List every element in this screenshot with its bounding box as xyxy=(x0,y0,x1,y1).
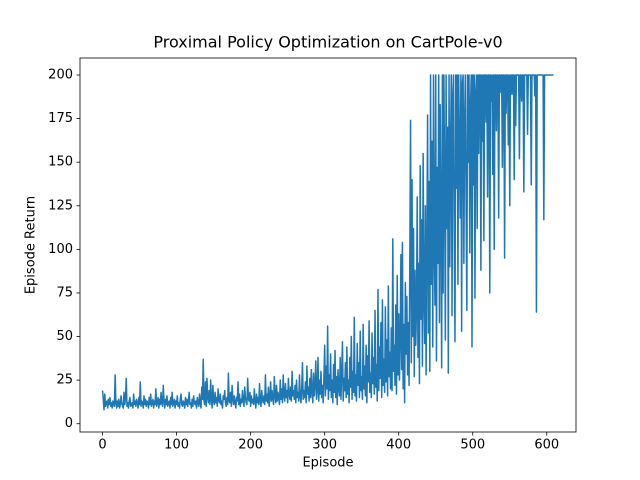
y-tick-label: 150 xyxy=(48,155,73,170)
x-tick-label: 0 xyxy=(98,438,106,453)
x-tick-label: 300 xyxy=(312,438,337,453)
x-axis-label: Episode xyxy=(302,456,353,471)
axes-frame xyxy=(79,57,577,433)
y-tick-label: 175 xyxy=(48,111,73,126)
y-tick-label: 50 xyxy=(56,329,73,344)
x-tick-label: 600 xyxy=(534,438,559,453)
x-tick-label: 100 xyxy=(164,438,189,453)
chart-title: Proximal Policy Optimization on CartPole… xyxy=(153,33,502,52)
y-tick-label: 25 xyxy=(56,373,73,388)
y-tick-label: 0 xyxy=(65,416,73,431)
y-tick-label: 125 xyxy=(48,198,73,213)
y-tick-label: 100 xyxy=(48,242,73,257)
x-tick-label: 500 xyxy=(460,438,485,453)
y-tick-label: 200 xyxy=(48,68,73,83)
y-axis-label: Episode Return xyxy=(24,196,39,294)
data-line xyxy=(101,74,554,411)
y-tick-label: 75 xyxy=(56,285,73,300)
x-tick-label: 400 xyxy=(386,438,411,453)
x-tick-label: 200 xyxy=(238,438,263,453)
